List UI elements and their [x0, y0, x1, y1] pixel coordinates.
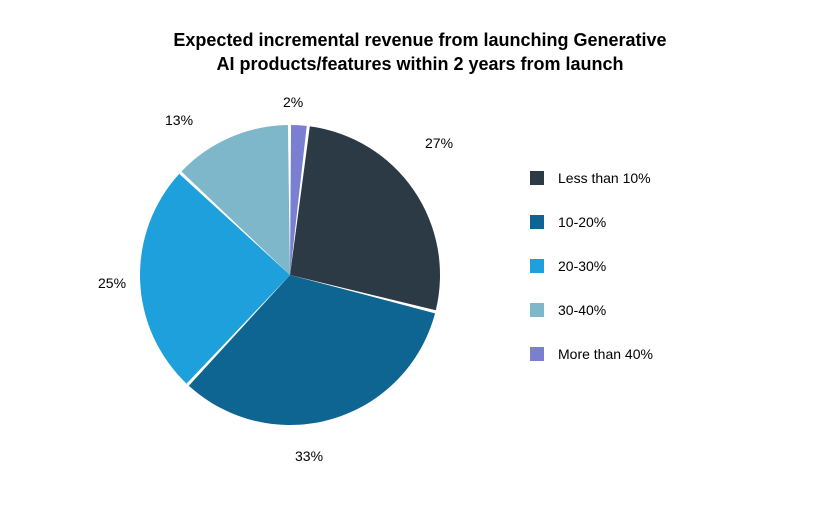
slice-label: 2%	[283, 94, 303, 110]
legend-item: 30-40%	[530, 302, 790, 318]
legend-swatch	[530, 259, 544, 273]
legend-label: Less than 10%	[558, 170, 651, 186]
legend-label: 20-30%	[558, 258, 606, 274]
legend-swatch	[530, 347, 544, 361]
legend-swatch	[530, 171, 544, 185]
legend-label: More than 40%	[558, 346, 653, 362]
chart-title-line1: Expected incremental revenue from launch…	[173, 30, 666, 50]
legend-label: 10-20%	[558, 214, 606, 230]
pie-chart: 27%33%25%13%2%	[90, 100, 490, 500]
slice-label: 13%	[165, 112, 193, 128]
slice-label: 27%	[425, 135, 453, 151]
pie-svg	[140, 125, 440, 425]
chart-title-line2: AI products/features within 2 years from…	[216, 54, 623, 74]
slice-label: 33%	[295, 448, 323, 464]
legend-item: More than 40%	[530, 346, 790, 362]
legend-item: Less than 10%	[530, 170, 790, 186]
legend-label: 30-40%	[558, 302, 606, 318]
chart-title: Expected incremental revenue from launch…	[0, 28, 840, 77]
legend-item: 20-30%	[530, 258, 790, 274]
slice-label: 25%	[98, 275, 126, 291]
legend-item: 10-20%	[530, 214, 790, 230]
legend-swatch	[530, 303, 544, 317]
legend-swatch	[530, 215, 544, 229]
chart-container: Expected incremental revenue from launch…	[0, 0, 840, 532]
legend: Less than 10% 10-20% 20-30% 30-40% More than…	[530, 170, 790, 390]
